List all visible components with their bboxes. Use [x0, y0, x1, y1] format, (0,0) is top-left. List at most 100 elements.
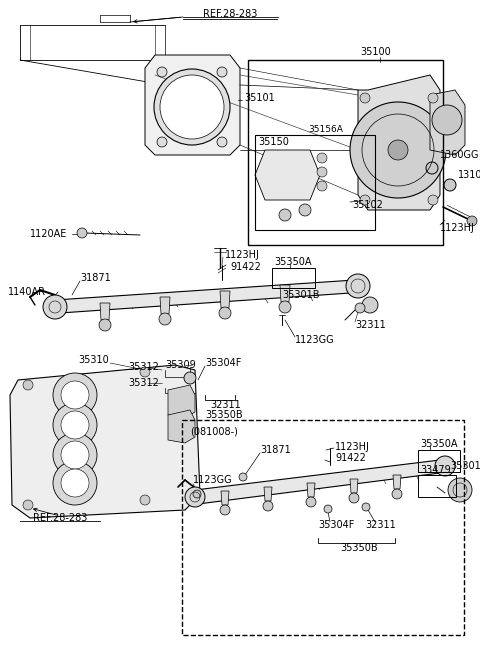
- Text: 35101: 35101: [244, 93, 275, 103]
- Polygon shape: [10, 365, 200, 518]
- Circle shape: [217, 137, 227, 147]
- Polygon shape: [168, 410, 195, 443]
- Text: (081008-): (081008-): [190, 427, 238, 437]
- Text: 35301B: 35301B: [450, 461, 480, 471]
- Bar: [418, 475, 456, 497]
- Text: 32311: 32311: [210, 400, 241, 410]
- Text: 35102: 35102: [352, 200, 383, 210]
- Circle shape: [23, 380, 33, 390]
- Circle shape: [160, 75, 224, 139]
- Bar: [418, 450, 460, 472]
- Polygon shape: [307, 483, 315, 497]
- Text: 35312: 35312: [128, 362, 159, 372]
- Circle shape: [53, 373, 97, 417]
- Circle shape: [77, 228, 87, 238]
- Bar: [255, 135, 375, 230]
- Polygon shape: [55, 280, 365, 313]
- Bar: [272, 268, 315, 288]
- Text: 35350A: 35350A: [274, 257, 312, 267]
- Text: REF.28-283: REF.28-283: [203, 9, 257, 19]
- Circle shape: [23, 500, 33, 510]
- Circle shape: [426, 162, 438, 174]
- Circle shape: [193, 490, 201, 498]
- Text: 91422: 91422: [335, 453, 366, 463]
- Circle shape: [159, 313, 171, 325]
- Polygon shape: [358, 75, 440, 210]
- Circle shape: [157, 67, 167, 77]
- Circle shape: [467, 216, 477, 226]
- Circle shape: [362, 503, 370, 511]
- Circle shape: [219, 307, 231, 319]
- Circle shape: [279, 209, 291, 221]
- Circle shape: [154, 69, 230, 145]
- Polygon shape: [430, 90, 465, 155]
- Text: 1123HJ: 1123HJ: [335, 442, 370, 452]
- Circle shape: [53, 461, 97, 505]
- Bar: [182, 420, 464, 635]
- Circle shape: [140, 367, 150, 377]
- Circle shape: [306, 497, 316, 507]
- Circle shape: [53, 433, 97, 477]
- Text: 1123GG: 1123GG: [193, 475, 233, 485]
- Text: 1123HJ: 1123HJ: [440, 223, 475, 233]
- Polygon shape: [195, 460, 448, 504]
- Circle shape: [263, 501, 273, 511]
- Circle shape: [61, 381, 89, 409]
- Polygon shape: [350, 479, 358, 493]
- Circle shape: [61, 411, 89, 439]
- Circle shape: [61, 441, 89, 469]
- Polygon shape: [168, 385, 195, 418]
- Circle shape: [61, 469, 89, 497]
- Polygon shape: [255, 150, 320, 200]
- Text: 33479: 33479: [420, 465, 451, 475]
- Circle shape: [432, 105, 462, 135]
- Text: 1140AR: 1140AR: [8, 287, 46, 297]
- Circle shape: [349, 493, 359, 503]
- Circle shape: [317, 167, 327, 177]
- Circle shape: [217, 67, 227, 77]
- Text: 31871: 31871: [260, 445, 291, 455]
- Text: 1360GG: 1360GG: [440, 150, 480, 160]
- Text: 35310: 35310: [78, 355, 109, 365]
- Circle shape: [184, 372, 196, 384]
- Text: 1120AE: 1120AE: [30, 229, 67, 239]
- Polygon shape: [220, 291, 230, 308]
- Text: 35350B: 35350B: [340, 543, 378, 553]
- Circle shape: [157, 137, 167, 147]
- Text: 1123GG: 1123GG: [295, 335, 335, 345]
- Circle shape: [360, 195, 370, 205]
- Circle shape: [239, 473, 247, 481]
- Circle shape: [324, 505, 332, 513]
- Text: 1123HJ: 1123HJ: [225, 250, 260, 260]
- Text: REF.28-283: REF.28-283: [33, 513, 87, 523]
- Circle shape: [428, 195, 438, 205]
- Bar: [248, 60, 443, 245]
- Circle shape: [435, 456, 455, 476]
- Text: 35304F: 35304F: [205, 358, 241, 368]
- Text: 35312: 35312: [128, 378, 159, 388]
- Text: 35350B: 35350B: [205, 410, 242, 420]
- Text: 35301B: 35301B: [282, 290, 320, 300]
- Polygon shape: [160, 297, 170, 314]
- Circle shape: [360, 93, 370, 103]
- Text: 31871: 31871: [80, 273, 111, 283]
- Circle shape: [185, 487, 205, 507]
- Polygon shape: [145, 55, 240, 155]
- Circle shape: [392, 489, 402, 499]
- Text: 91422: 91422: [230, 262, 261, 272]
- Text: 32311: 32311: [365, 520, 396, 530]
- Circle shape: [43, 295, 67, 319]
- Circle shape: [220, 505, 230, 515]
- Polygon shape: [264, 487, 272, 501]
- Polygon shape: [100, 303, 110, 320]
- Circle shape: [350, 102, 446, 198]
- Circle shape: [299, 204, 311, 216]
- Text: 35309: 35309: [165, 360, 196, 370]
- Circle shape: [140, 495, 150, 505]
- Circle shape: [448, 478, 472, 502]
- Text: 35304F: 35304F: [318, 520, 354, 530]
- Circle shape: [53, 403, 97, 447]
- Circle shape: [317, 181, 327, 191]
- Polygon shape: [280, 285, 290, 302]
- Circle shape: [279, 301, 291, 313]
